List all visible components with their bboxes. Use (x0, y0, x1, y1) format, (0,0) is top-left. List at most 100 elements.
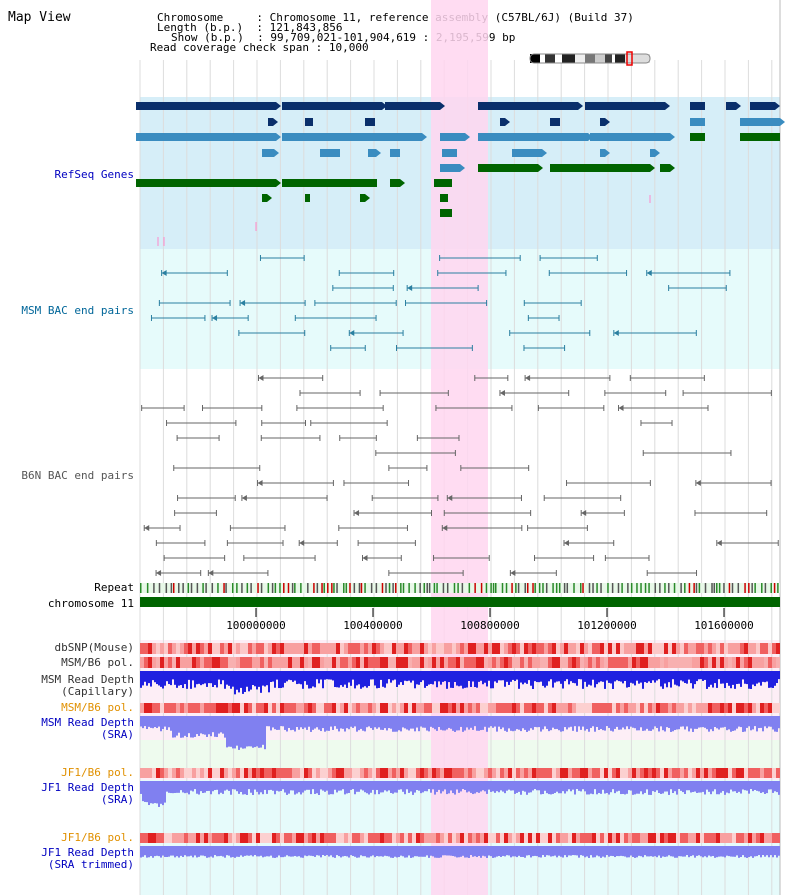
depth-bar (544, 671, 546, 688)
pol-cell (672, 768, 676, 778)
pol-cell (736, 643, 740, 654)
depth-bar (396, 781, 398, 793)
repeat-element (648, 583, 650, 593)
depth-bar (272, 671, 274, 682)
repeat-element (515, 583, 517, 593)
depth-bar (704, 716, 706, 728)
repeat-element (761, 583, 763, 593)
depth-bar (286, 781, 288, 795)
depth-bar (284, 716, 286, 730)
depth-bar (490, 846, 492, 857)
depth-bar (282, 846, 284, 858)
gene-arrow (650, 164, 655, 172)
depth-bar (740, 671, 742, 687)
pol-cell (356, 833, 360, 843)
depth-bar (648, 846, 650, 857)
pol-cell (204, 703, 208, 713)
depth-bar (614, 716, 616, 729)
depth-bar (448, 781, 450, 794)
pol-cell (424, 657, 428, 668)
depth-bar (294, 716, 296, 732)
depth-bar (570, 846, 572, 856)
gene-arrow (780, 118, 785, 126)
depth-bar (366, 846, 368, 858)
dbsnp-label: dbSNP(Mouse) (54, 641, 134, 654)
pol-cell (512, 657, 516, 668)
pol-cell (148, 657, 152, 668)
depth-bar (484, 716, 486, 727)
depth-bar (584, 781, 586, 792)
depth-bar (364, 716, 366, 732)
depth-bar (342, 781, 344, 790)
repeat-element (654, 583, 657, 593)
depth-bar (456, 716, 458, 731)
pol-cell (584, 643, 588, 654)
depth-bar (172, 716, 174, 738)
pol-cell (304, 657, 308, 668)
depth-bar (512, 781, 514, 791)
pol-cell (204, 768, 208, 778)
depth-bar (286, 716, 288, 732)
pol-cell (436, 703, 440, 713)
depth-bar (402, 671, 404, 685)
msm-bac-pair-arrow (240, 300, 246, 306)
depth-bar (540, 846, 542, 858)
depth-bar (654, 846, 656, 857)
depth-bar (664, 781, 666, 792)
pol-cell (396, 643, 400, 654)
depth-bar (756, 781, 758, 791)
depth-bar (434, 716, 436, 730)
repeat-element (545, 583, 548, 593)
depth-bar (600, 716, 602, 729)
b6n-bac-pair-arrow (258, 375, 264, 381)
pol-cell (736, 657, 740, 668)
depth-bar (200, 671, 202, 686)
depth-bar (656, 671, 658, 681)
pol-cell (404, 768, 408, 778)
depth-bar (528, 716, 530, 731)
depth-bar (776, 846, 778, 858)
pol-cell (592, 643, 596, 654)
depth-bar (584, 671, 586, 682)
depth-bar (490, 671, 492, 689)
depth-bar (640, 781, 642, 792)
pol-cell (140, 768, 144, 778)
depth-bar (370, 716, 372, 729)
pol-cell (608, 768, 612, 778)
pol-cell (628, 833, 632, 843)
pol-cell (200, 833, 204, 843)
depth-bar (510, 781, 512, 791)
depth-bar (330, 846, 332, 856)
depth-bar (520, 781, 522, 795)
depth-bar (582, 671, 584, 689)
pol-cell (468, 643, 472, 654)
pol-cell (408, 768, 412, 778)
gene-block (750, 102, 775, 110)
pol-cell (152, 657, 156, 668)
depth-bar (244, 846, 246, 856)
repeat-element (461, 583, 464, 593)
repeat-element (257, 583, 259, 593)
depth-bar (428, 671, 430, 685)
pol-cell (328, 833, 332, 843)
pol-cell (756, 657, 760, 668)
depth-bar (690, 671, 692, 684)
depth-bar (546, 671, 548, 686)
depth-bar (228, 781, 230, 791)
pol-cell (208, 768, 212, 778)
pol-cell (644, 643, 648, 654)
pol-cell (144, 703, 148, 713)
depth-bar (346, 716, 348, 729)
pol-cell (712, 643, 716, 654)
repeat-element (223, 583, 225, 593)
pol-cell (300, 657, 304, 668)
pol-cell (368, 703, 372, 713)
depth-bar (158, 846, 160, 857)
pol-cell (676, 643, 680, 654)
pol-cell (760, 643, 764, 654)
depth-bar (300, 671, 302, 685)
depth-bar (168, 781, 170, 793)
depth-bar (480, 716, 482, 731)
depth-bar (174, 846, 176, 858)
